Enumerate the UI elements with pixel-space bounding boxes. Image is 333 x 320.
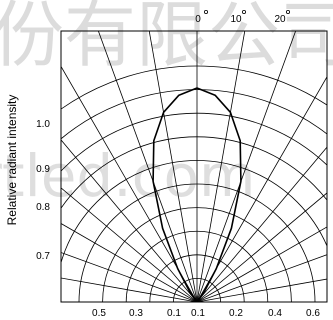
degree-mark	[285, 9, 290, 14]
radial-tick-label: 0.9	[36, 164, 50, 175]
radial-tick-label: 0.8	[36, 202, 50, 213]
angle-spoke	[97, 31, 198, 302]
radial-ring	[61, 112, 327, 172]
angle-spoke	[196, 31, 297, 302]
plot-frame	[60, 30, 328, 303]
bottom-tick-label: 0.4	[268, 308, 282, 319]
angle-spoke	[196, 192, 327, 302]
bottom-tick-label: 0.3	[129, 308, 143, 319]
angle-spoke	[61, 139, 198, 302]
bottom-tick-label: 0.6	[306, 308, 320, 319]
angle-spoke	[61, 252, 198, 302]
bottom-tick-label: 0.1	[167, 308, 181, 319]
bottom-tick-label: 0.2	[229, 308, 243, 319]
angle-spoke	[61, 277, 198, 302]
angle-spoke	[196, 278, 327, 302]
intensity-curve	[152, 87, 242, 302]
degree-mark	[241, 9, 246, 14]
radial-tick-label: 1.0	[36, 119, 50, 130]
angle-tick-label: 10	[230, 14, 242, 25]
angle-spoke	[61, 65, 198, 302]
bottom-tick-label: 0.5	[92, 308, 106, 319]
bottom-tick-label: 0.1	[191, 308, 205, 319]
angle-spoke	[196, 31, 246, 302]
angle-spoke	[148, 31, 198, 302]
grid-group	[61, 31, 327, 302]
angle-tick-label: 20	[274, 14, 286, 25]
degree-mark	[203, 9, 208, 14]
angle-spoke	[196, 254, 327, 302]
angle-spoke	[196, 226, 327, 302]
angle-spoke	[61, 223, 198, 302]
angle-spoke	[196, 76, 327, 302]
angle-tick-label: 0	[195, 14, 201, 25]
y-axis-label: Relative radiant intensity	[5, 95, 19, 226]
radial-tick-label: 0.7	[36, 251, 50, 262]
angle-spoke	[61, 187, 198, 302]
angle-spoke	[196, 146, 327, 302]
radial-ring	[61, 65, 327, 110]
